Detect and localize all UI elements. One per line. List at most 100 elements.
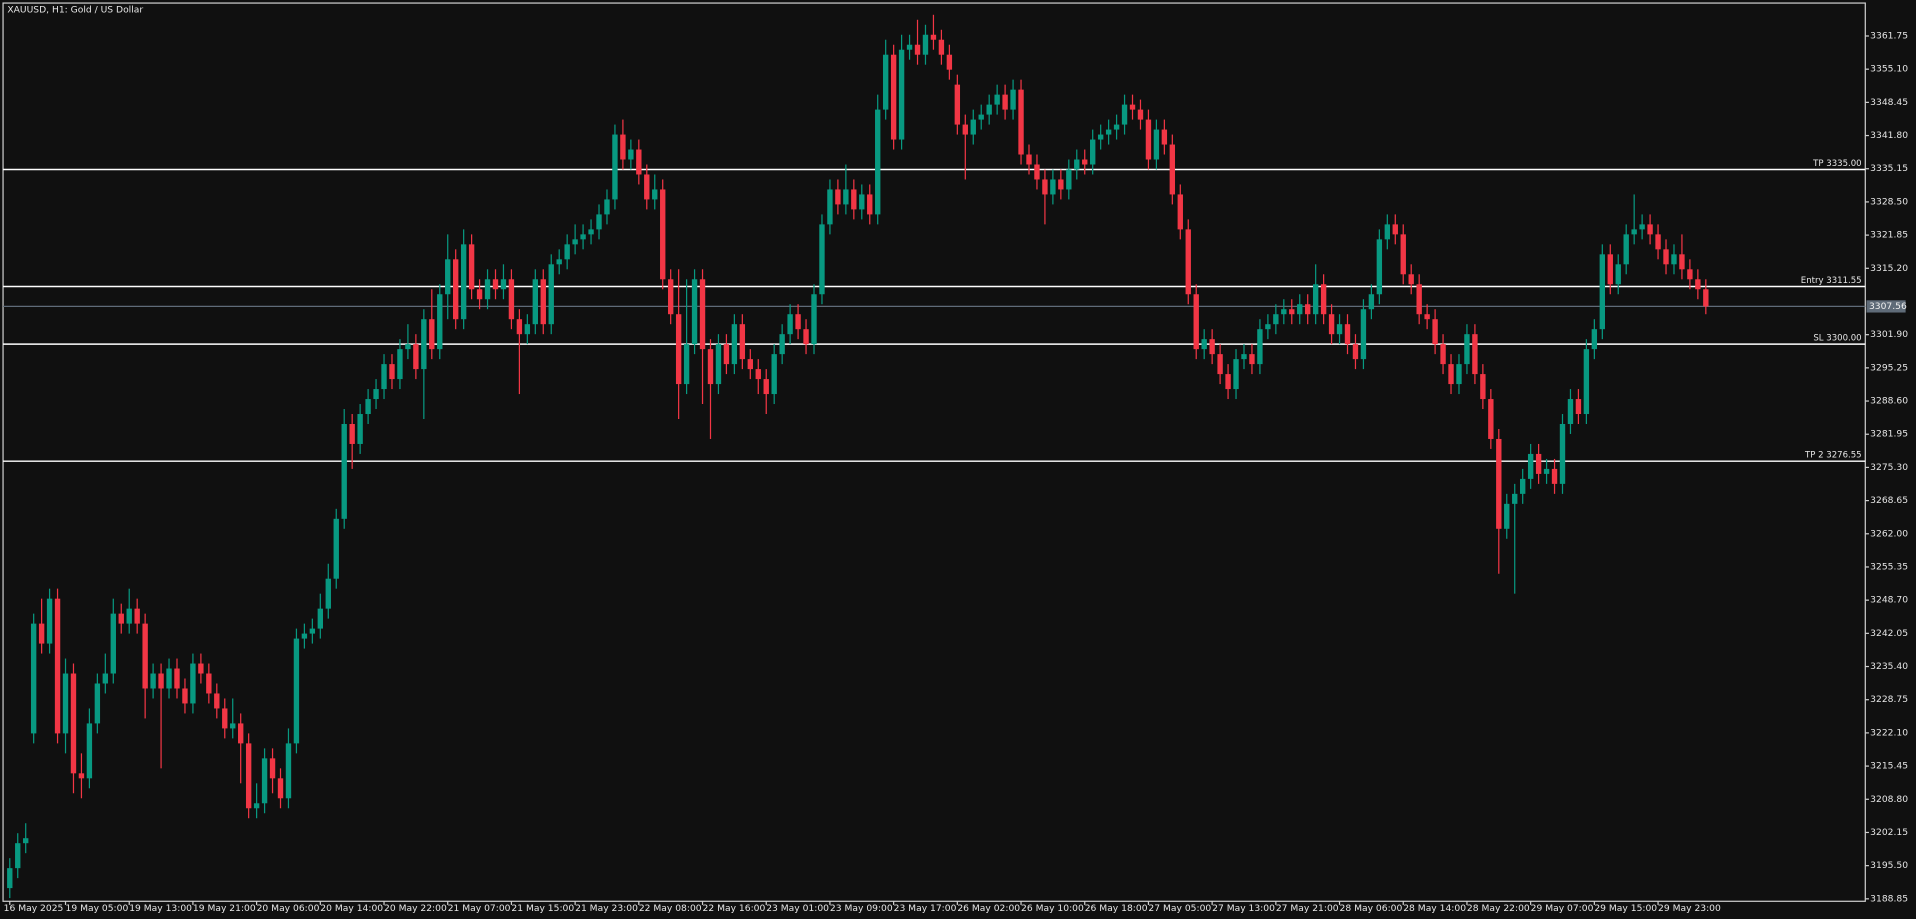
candle-body bbox=[1543, 468, 1550, 474]
candle-body bbox=[667, 279, 674, 315]
candle-body bbox=[301, 633, 308, 639]
candle-body bbox=[1360, 309, 1367, 360]
candle-body bbox=[230, 723, 236, 729]
candle-body bbox=[1050, 179, 1056, 195]
candle-body bbox=[309, 628, 316, 634]
candle-body bbox=[1265, 324, 1271, 330]
candle-body bbox=[604, 199, 610, 215]
candle-body bbox=[1113, 124, 1120, 130]
candle-body bbox=[620, 134, 626, 160]
x-tick-label: 27 May 13:00 bbox=[1212, 903, 1275, 914]
candle-body bbox=[556, 259, 562, 265]
candle-body bbox=[86, 723, 93, 779]
candle-body bbox=[1153, 129, 1160, 160]
candle-body bbox=[78, 773, 85, 779]
y-tick-label: 3195.50 bbox=[1870, 860, 1908, 871]
candle-body bbox=[596, 214, 602, 230]
candle-body bbox=[397, 349, 403, 380]
candle-body bbox=[970, 119, 976, 135]
candle-body bbox=[1129, 104, 1136, 110]
candle-body bbox=[1368, 294, 1375, 310]
candle-body bbox=[779, 334, 785, 355]
candle-body bbox=[166, 668, 172, 689]
candle-body bbox=[1305, 304, 1311, 315]
candle-body bbox=[389, 364, 395, 380]
candle-body bbox=[277, 778, 284, 799]
candle-body bbox=[1034, 164, 1040, 180]
candle-body bbox=[476, 289, 483, 300]
candle-body bbox=[214, 693, 220, 709]
candle-body bbox=[811, 294, 817, 345]
candle-body bbox=[1320, 284, 1327, 315]
y-tick-label: 3228.75 bbox=[1870, 694, 1908, 705]
candle-body bbox=[1527, 453, 1534, 479]
candle-body bbox=[1679, 254, 1685, 270]
candle-body bbox=[373, 389, 379, 400]
candle-body bbox=[954, 84, 961, 125]
candle-body bbox=[580, 234, 586, 240]
candle-body bbox=[62, 673, 69, 734]
candle-body bbox=[1583, 349, 1590, 415]
y-tick-label: 3348.45 bbox=[1870, 97, 1908, 108]
x-tick-label: 26 May 10:00 bbox=[1021, 903, 1084, 914]
candle-body bbox=[1567, 399, 1574, 424]
candle-body bbox=[484, 279, 491, 300]
candle-body bbox=[1480, 374, 1486, 400]
candle-body bbox=[30, 623, 37, 734]
x-tick-label: 23 May 17:00 bbox=[894, 903, 957, 914]
y-tick-label: 3321.85 bbox=[1870, 230, 1908, 241]
candle-body bbox=[1392, 224, 1398, 235]
y-tick-label: 3341.80 bbox=[1870, 130, 1908, 141]
candle-body bbox=[1344, 324, 1351, 345]
y-tick-label: 3315.20 bbox=[1870, 263, 1908, 274]
candle-body bbox=[1639, 224, 1645, 230]
candle-body bbox=[134, 608, 140, 624]
candle-body bbox=[890, 54, 897, 140]
x-tick-label: 29 May 23:00 bbox=[1658, 903, 1721, 914]
candle-body bbox=[1328, 314, 1335, 335]
level-label: SL 3300.00 bbox=[1813, 334, 1861, 344]
candle-body bbox=[94, 683, 101, 724]
candle-body bbox=[158, 673, 164, 689]
x-tick-label: 29 May 07:00 bbox=[1531, 903, 1594, 914]
candle-body bbox=[524, 324, 531, 335]
candle-body bbox=[38, 623, 45, 644]
y-tick-label: 3328.50 bbox=[1870, 196, 1908, 207]
candle-body bbox=[357, 414, 363, 444]
candle-body bbox=[882, 54, 889, 110]
candle-body bbox=[1591, 329, 1598, 350]
candle-body bbox=[644, 174, 650, 200]
candle-body bbox=[994, 94, 1000, 105]
last-price-box bbox=[1866, 300, 1906, 313]
candle-body bbox=[1010, 89, 1016, 110]
candle-body bbox=[763, 379, 769, 395]
x-tick-label: 20 May 14:00 bbox=[320, 903, 383, 914]
candle-body bbox=[1026, 154, 1032, 165]
x-tick-label: 20 May 06:00 bbox=[257, 903, 320, 914]
candle-body bbox=[843, 189, 849, 205]
candle-body bbox=[1281, 309, 1287, 315]
y-tick-label: 3295.25 bbox=[1870, 362, 1908, 373]
candle-body bbox=[1551, 468, 1558, 484]
candle-body bbox=[1273, 314, 1279, 325]
candle-body bbox=[1217, 354, 1223, 375]
x-tick-label: 20 May 22:00 bbox=[384, 903, 447, 914]
candle-body bbox=[516, 319, 523, 335]
y-tick-label: 3335.15 bbox=[1870, 163, 1908, 174]
candle-body bbox=[540, 279, 546, 325]
candle-body bbox=[421, 319, 427, 370]
candle-body bbox=[1002, 94, 1008, 110]
candle-body bbox=[1400, 234, 1406, 275]
candle-body bbox=[381, 364, 387, 390]
candle-body bbox=[365, 399, 371, 415]
candle-body bbox=[1671, 254, 1677, 265]
candle-body bbox=[7, 868, 13, 889]
candle-body bbox=[1615, 264, 1621, 285]
x-tick-label: 22 May 08:00 bbox=[639, 903, 702, 914]
candle-body bbox=[1105, 129, 1112, 135]
candle-body bbox=[747, 359, 753, 370]
x-tick-label: 29 May 15:00 bbox=[1594, 903, 1657, 914]
candle-body bbox=[1193, 294, 1199, 350]
candle-body bbox=[1082, 159, 1088, 165]
